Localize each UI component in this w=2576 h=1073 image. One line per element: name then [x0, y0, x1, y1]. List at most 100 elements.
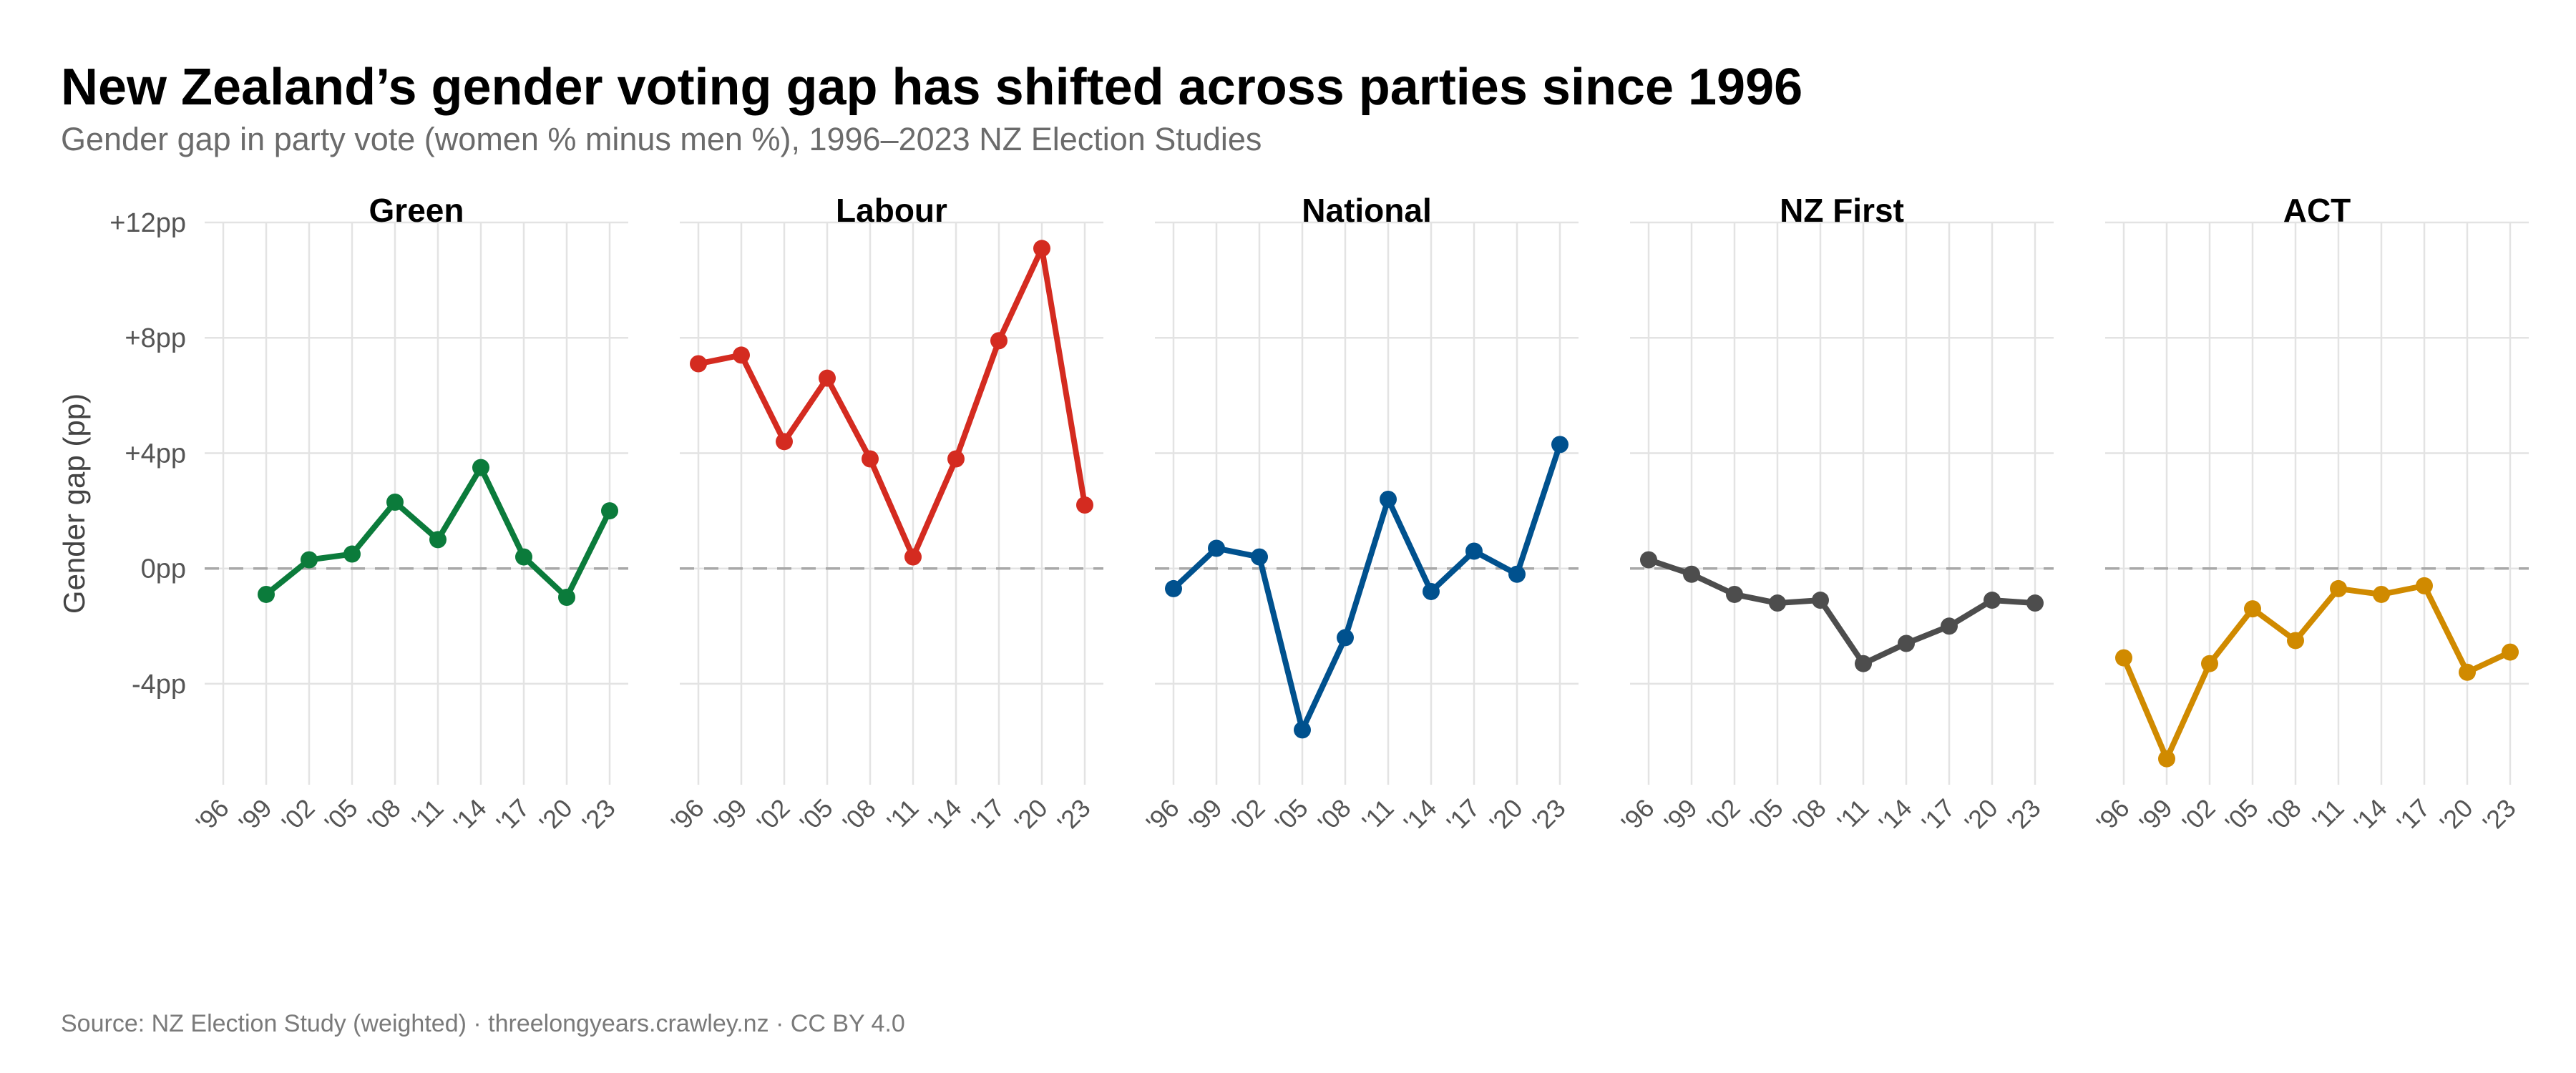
y-tick-label: -4pp — [132, 670, 186, 700]
data-point — [1380, 490, 1397, 508]
x-tick-label: '14 — [922, 793, 967, 838]
facet-green: Green '96'99'02'05'08'11'14'17'20'23 — [190, 192, 628, 838]
facet-nz-first: NZ First '96'99'02'05'08'11'14'17'20'23 — [1615, 192, 2054, 838]
facet-title: Labour — [836, 192, 947, 229]
x-tick-label: '17 — [1440, 793, 1485, 838]
data-point — [2158, 750, 2175, 768]
x-tick-label: '99 — [2133, 793, 2177, 838]
data-point — [1165, 579, 1182, 597]
x-tick-label: '99 — [1183, 793, 1227, 838]
x-tick-label: '05 — [318, 793, 363, 838]
data-point — [819, 369, 836, 387]
y-tick-label: +8pp — [125, 323, 186, 353]
data-point — [1465, 542, 1483, 560]
x-tick-label: '08 — [361, 793, 406, 838]
data-point — [990, 332, 1008, 350]
data-point — [2201, 655, 2218, 672]
data-point — [1551, 436, 1568, 454]
series-line — [696, 245, 1088, 560]
x-tick-label: '14 — [1873, 793, 1917, 838]
data-point — [1508, 565, 1526, 583]
data-point — [2459, 663, 2476, 681]
y-axis-title: Gender gap (pp) — [57, 393, 91, 614]
data-point — [1984, 592, 2001, 609]
x-tick-label: '11 — [881, 793, 924, 836]
data-point — [1337, 629, 1354, 647]
data-point — [1251, 548, 1268, 566]
x-tick-label: '99 — [1658, 793, 1702, 838]
facet-national: National '96'99'02'05'08'11'14'17'20'23 — [1140, 192, 1579, 838]
x-tick-label: '08 — [1787, 793, 1831, 838]
data-point — [2373, 585, 2390, 603]
y-tick-label: 0pp — [141, 554, 186, 584]
x-tick-label: '20 — [1008, 793, 1053, 838]
x-tick-label: '96 — [190, 793, 234, 838]
facet-labour: Labour '96'99'02'05'08'11'14'17'20'23 — [665, 192, 1103, 838]
x-tick-label: '23 — [1051, 793, 1096, 838]
data-point — [429, 531, 447, 549]
x-tick-label: '08 — [836, 793, 881, 838]
series-line — [1171, 441, 1563, 733]
data-point — [558, 589, 575, 606]
x-tick-label: '02 — [1701, 793, 1745, 838]
data-point — [947, 450, 965, 468]
data-point — [690, 355, 707, 373]
x-tick-label: '11 — [2306, 793, 2349, 836]
x-tick-label: '20 — [2434, 793, 2478, 838]
data-point — [1683, 565, 1700, 583]
data-point — [515, 548, 532, 566]
data-point — [733, 346, 750, 364]
data-point — [1640, 551, 1657, 569]
series-line — [2121, 582, 2513, 762]
data-point — [1076, 496, 1093, 514]
data-point — [1208, 539, 1225, 557]
x-tick-label: '02 — [751, 793, 795, 838]
x-tick-label: '99 — [708, 793, 752, 838]
chart-subtitle: Gender gap in party vote (women % minus … — [61, 121, 1262, 157]
data-point — [904, 548, 922, 566]
x-tick-label: '11 — [406, 793, 449, 836]
x-tick-label: '20 — [1958, 793, 2003, 838]
x-tick-label: '08 — [1312, 793, 1356, 838]
x-tick-label: '05 — [794, 793, 838, 838]
x-tick-label: '17 — [1916, 793, 1960, 838]
x-tick-label: '96 — [1140, 793, 1184, 838]
facet-act: ACT '96'99'02'05'08'11'14'17'20'23 — [2090, 192, 2529, 838]
data-point — [1294, 721, 1311, 739]
x-tick-label: '20 — [533, 793, 577, 838]
x-tick-label: '96 — [665, 793, 709, 838]
x-tick-label: '17 — [2391, 793, 2435, 838]
data-point — [601, 502, 618, 520]
x-tick-label: '17 — [965, 793, 1010, 838]
data-point — [1423, 582, 1440, 600]
data-point — [1812, 592, 1829, 609]
data-point — [1769, 594, 1786, 612]
x-tick-label: '02 — [275, 793, 320, 838]
series-line — [1646, 557, 2038, 667]
data-point — [2330, 579, 2347, 597]
facet-title: ACT — [2283, 192, 2351, 229]
data-point — [862, 450, 879, 468]
data-point — [776, 433, 793, 451]
x-tick-label: '05 — [1744, 793, 1788, 838]
data-point — [2244, 600, 2261, 618]
data-point — [1898, 635, 1915, 652]
x-tick-label: '23 — [576, 793, 620, 838]
y-tick-label: +12pp — [109, 208, 186, 238]
x-tick-label: '14 — [2348, 793, 2392, 838]
x-tick-label: '23 — [2477, 793, 2521, 838]
x-tick-label: '11 — [1831, 793, 1874, 836]
x-tick-label: '11 — [1356, 793, 1399, 836]
data-point — [258, 585, 275, 603]
data-point — [2287, 632, 2304, 650]
facet-title: National — [1302, 192, 1431, 229]
data-point — [1726, 585, 1743, 603]
data-point — [343, 545, 361, 563]
facet-title: Green — [369, 192, 464, 229]
y-tick-label: +4pp — [125, 438, 186, 469]
x-tick-label: '08 — [2262, 793, 2306, 838]
data-point — [386, 493, 404, 511]
x-tick-label: '17 — [490, 793, 535, 838]
